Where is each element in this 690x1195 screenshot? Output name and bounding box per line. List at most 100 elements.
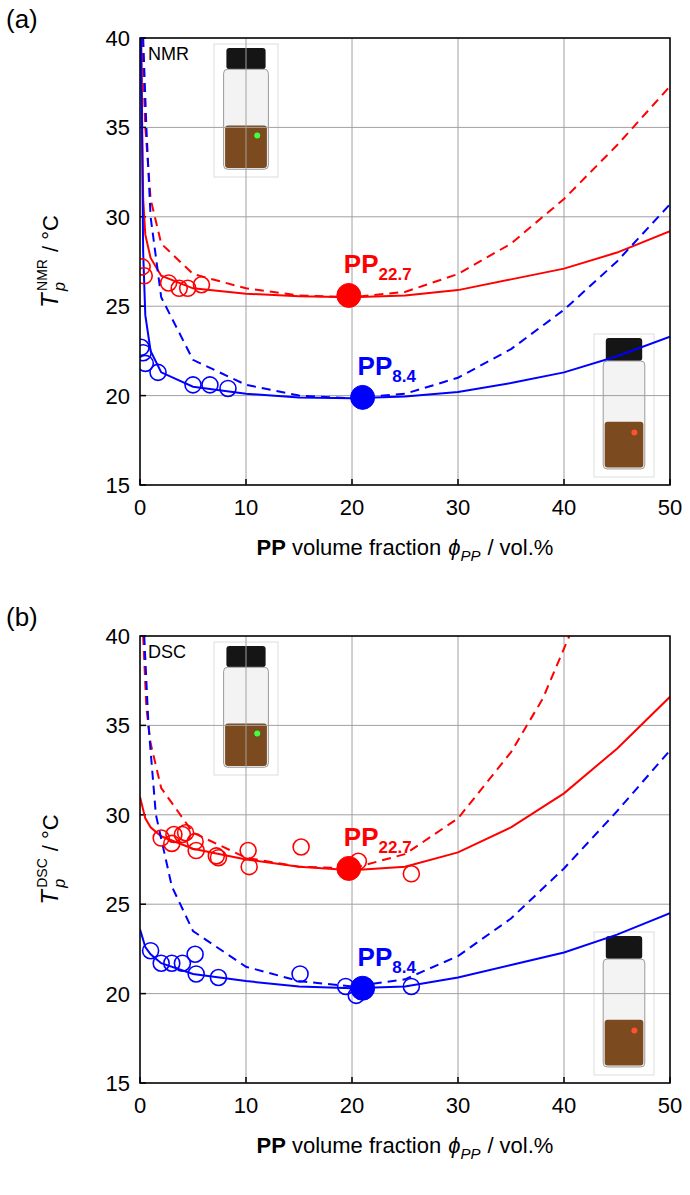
grid-line: [246, 38, 247, 485]
series-label-main: PP: [344, 249, 379, 279]
data-point: [292, 966, 308, 982]
data-point: [140, 345, 151, 361]
plot-frame: [140, 38, 670, 485]
fit-curve: [140, 697, 670, 870]
tick-mark: [140, 903, 146, 905]
laser-spot: [631, 430, 637, 436]
axis-title: / °C: [38, 814, 63, 851]
axis-title: PP: [257, 1133, 286, 1158]
tick-label: 30: [106, 205, 130, 230]
y-axis-title: TpDSC/ °C: [34, 814, 68, 905]
axis-title: p: [51, 879, 68, 889]
tick-mark: [351, 1077, 353, 1083]
data-area: [140, 38, 670, 409]
data-point: [202, 377, 218, 393]
fit-curve: [143, 38, 670, 398]
grid-line: [140, 993, 670, 994]
axis-title: PP: [460, 1145, 480, 1162]
grid-line: [140, 725, 670, 726]
data-point: [210, 850, 226, 866]
laser-spot: [631, 1028, 637, 1034]
plot-background: [140, 636, 670, 1083]
grid-line: [140, 127, 670, 128]
data-point: [140, 259, 150, 275]
fit-curve: [144, 636, 670, 986]
tick-label: 20: [340, 495, 364, 520]
tick-mark: [351, 479, 353, 485]
panel: 01020304050152025303540PP22.7PP8.4DSC(b)…: [6, 602, 682, 1162]
data-point: [140, 339, 149, 355]
tick-label: 20: [106, 982, 130, 1007]
axis-title: volume fraction: [292, 1133, 441, 1158]
tick-label: 25: [106, 892, 130, 917]
vial-glass: [603, 361, 645, 469]
series-label-main: PP: [344, 822, 379, 852]
grid-line: [458, 636, 459, 1083]
series-label-main: PP: [358, 942, 393, 972]
data-point: [403, 866, 419, 882]
series-label: PP8.4: [358, 351, 417, 386]
laser-spot: [254, 133, 260, 139]
axis-title: NMR: [34, 259, 50, 291]
highlight-point: [337, 856, 361, 880]
tick-label: 40: [552, 495, 576, 520]
tick-label: 40: [552, 1093, 576, 1118]
tick-label: 15: [106, 1071, 130, 1096]
series-label-sub: 8.4: [392, 958, 416, 977]
fit-curve: [142, 38, 670, 297]
axis-title: / vol.%: [487, 1133, 553, 1158]
tick-mark: [245, 1077, 247, 1083]
tick-label: 35: [106, 115, 130, 140]
tick-label: 20: [340, 1093, 364, 1118]
y-axis-title: TpNMR / °C: [34, 215, 68, 308]
axis-title: ϕ: [448, 535, 460, 560]
series-label: PP22.7: [344, 822, 412, 857]
grid-line: [140, 904, 670, 905]
tick-label: 30: [106, 803, 130, 828]
tick-mark: [457, 1077, 459, 1083]
series-label: PP8.4: [358, 942, 417, 977]
tick-label: 0: [134, 1093, 146, 1118]
axis-title: / vol.%: [487, 535, 553, 560]
fit-curve: [141, 38, 670, 398]
axis-title: PP: [257, 535, 286, 560]
data-point: [210, 970, 226, 986]
axis-title: p: [51, 282, 68, 292]
data-point: [178, 825, 194, 841]
tick-label: 50: [658, 495, 682, 520]
fit-curve: [143, 636, 569, 868]
axis-title: T: [36, 888, 63, 905]
axis-title: T: [36, 291, 63, 308]
data-point: [403, 978, 419, 994]
annotation: DSC: [148, 642, 186, 662]
tick-label: 10: [234, 495, 258, 520]
tick-label: 30: [446, 495, 470, 520]
x-axis-title: PPvolume fractionϕPP/ vol.%: [257, 535, 554, 564]
series-label-main: PP: [358, 351, 393, 381]
data-area: [140, 636, 670, 1003]
series-label-sub: 22.7: [379, 265, 412, 284]
data-point: [140, 268, 152, 284]
data-point: [187, 946, 203, 962]
axis-title: / °C: [38, 215, 63, 252]
panel: 01020304050152025303540PP22.7PP8.4NMR(a)…: [6, 4, 682, 564]
y-axis-title-inner: TpNMR / °C: [34, 215, 68, 308]
tick-label: 40: [106, 26, 130, 51]
tick-label: 15: [106, 473, 130, 498]
vial-liquid: [605, 1020, 644, 1066]
inset-photo: [594, 334, 654, 477]
fit-curve: [140, 913, 670, 988]
grid-line: [140, 306, 670, 307]
vial-glass: [603, 959, 645, 1067]
data-point: [185, 377, 201, 393]
tick-mark: [563, 1077, 565, 1083]
tick-label: 0: [134, 495, 146, 520]
x-axis-title-inner: PPvolume fractionϕPP/ vol.%: [257, 1133, 554, 1162]
panel-letter: (a): [6, 4, 38, 34]
vial-liquid: [605, 422, 644, 468]
series-label-sub: 8.4: [392, 367, 416, 386]
tick-label: 50: [658, 1093, 682, 1118]
tick-mark: [140, 395, 146, 397]
tick-label: 30: [446, 1093, 470, 1118]
axis-title: ϕ: [448, 1133, 460, 1158]
